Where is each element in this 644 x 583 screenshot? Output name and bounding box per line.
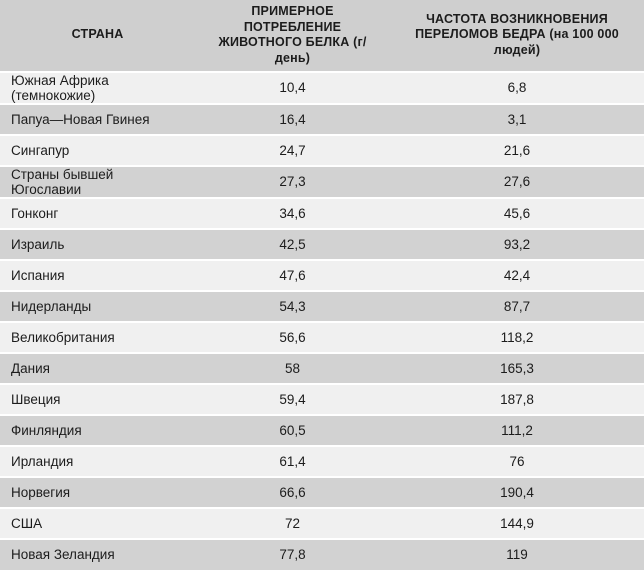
- cell-fracture-rate: 111,2: [390, 414, 644, 446]
- cell-fracture-rate: 42,4: [390, 259, 644, 291]
- cell-protein: 72: [195, 507, 390, 539]
- cell-protein: 47,6: [195, 259, 390, 291]
- cell-country: Гонконг: [0, 197, 195, 229]
- table-row: Гонконг 34,6 45,6: [0, 197, 644, 229]
- cell-protein: 61,4: [195, 445, 390, 477]
- cell-country: США: [0, 507, 195, 539]
- table-row: Новая Зеландия 77,8 119: [0, 538, 644, 570]
- cell-protein: 27,3: [195, 165, 390, 198]
- cell-country: Норвегия: [0, 476, 195, 508]
- table-row: Южная Африка (темнокожие) 10,4 6,8: [0, 71, 644, 104]
- cell-protein: 60,5: [195, 414, 390, 446]
- cell-fracture-rate: 119: [390, 538, 644, 570]
- cell-country: Новая Зеландия: [0, 538, 195, 570]
- table-row: Швеция 59,4 187,8: [0, 383, 644, 415]
- table-header: СТРАНА ПРИМЕРНОЕ ПОТРЕБЛЕНИЕ ЖИВОТНОГО Б…: [0, 0, 644, 72]
- cell-fracture-rate: 87,7: [390, 290, 644, 322]
- table-row: Дания 58 165,3: [0, 352, 644, 384]
- cell-country: Нидерланды: [0, 290, 195, 322]
- cell-protein: 42,5: [195, 228, 390, 260]
- column-header-protein: ПРИМЕРНОЕ ПОТРЕБЛЕНИЕ ЖИВОТНОГО БЕЛКА (г…: [195, 0, 390, 72]
- header-row: СТРАНА ПРИМЕРНОЕ ПОТРЕБЛЕНИЕ ЖИВОТНОГО Б…: [0, 0, 644, 72]
- cell-protein: 58: [195, 352, 390, 384]
- table-row: Израиль 42,5 93,2: [0, 228, 644, 260]
- cell-protein: 24,7: [195, 134, 390, 166]
- cell-country: Финляндия: [0, 414, 195, 446]
- cell-fracture-rate: 144,9: [390, 507, 644, 539]
- cell-country: Папуа—Новая Гвинея: [0, 103, 195, 135]
- table-row: Испания 47,6 42,4: [0, 259, 644, 291]
- cell-country: Швеция: [0, 383, 195, 415]
- cell-fracture-rate: 118,2: [390, 321, 644, 353]
- column-header-fracture-rate: ЧАСТОТА ВОЗНИКНОВЕНИЯ ПЕРЕЛОМОВ БЕДРА (н…: [390, 0, 644, 72]
- table-row: Страны бывшей Югославии 27,3 27,6: [0, 165, 644, 198]
- cell-protein: 16,4: [195, 103, 390, 135]
- table-row: Папуа—Новая Гвинея 16,4 3,1: [0, 103, 644, 135]
- cell-protein: 66,6: [195, 476, 390, 508]
- cell-fracture-rate: 76: [390, 445, 644, 477]
- cell-fracture-rate: 6,8: [390, 71, 644, 104]
- column-header-country: СТРАНА: [0, 0, 195, 72]
- table-body: Южная Африка (темнокожие) 10,4 6,8 Папуа…: [0, 71, 644, 570]
- cell-country: Дания: [0, 352, 195, 384]
- cell-protein: 10,4: [195, 71, 390, 104]
- table-row: Нидерланды 54,3 87,7: [0, 290, 644, 322]
- cell-country: Страны бывшей Югославии: [0, 165, 195, 198]
- table-row: Сингапур 24,7 21,6: [0, 134, 644, 166]
- cell-protein: 34,6: [195, 197, 390, 229]
- cell-fracture-rate: 21,6: [390, 134, 644, 166]
- cell-country: Ирландия: [0, 445, 195, 477]
- cell-country: Южная Африка (темнокожие): [0, 71, 195, 104]
- cell-fracture-rate: 190,4: [390, 476, 644, 508]
- table-row: Финляндия 60,5 111,2: [0, 414, 644, 446]
- cell-country: Израиль: [0, 228, 195, 260]
- table-row: Норвегия 66,6 190,4: [0, 476, 644, 508]
- table-row: Ирландия 61,4 76: [0, 445, 644, 477]
- table-row: США 72 144,9: [0, 507, 644, 539]
- cell-fracture-rate: 27,6: [390, 165, 644, 198]
- cell-country: Сингапур: [0, 134, 195, 166]
- cell-fracture-rate: 93,2: [390, 228, 644, 260]
- cell-fracture-rate: 165,3: [390, 352, 644, 384]
- cell-protein: 54,3: [195, 290, 390, 322]
- cell-country: Великобритания: [0, 321, 195, 353]
- cell-protein: 56,6: [195, 321, 390, 353]
- cell-protein: 59,4: [195, 383, 390, 415]
- table-row: Великобритания 56,6 118,2: [0, 321, 644, 353]
- protein-hip-fracture-table: СТРАНА ПРИМЕРНОЕ ПОТРЕБЛЕНИЕ ЖИВОТНОГО Б…: [0, 0, 644, 570]
- cell-protein: 77,8: [195, 538, 390, 570]
- cell-fracture-rate: 3,1: [390, 103, 644, 135]
- cell-country: Испания: [0, 259, 195, 291]
- cell-fracture-rate: 45,6: [390, 197, 644, 229]
- cell-fracture-rate: 187,8: [390, 383, 644, 415]
